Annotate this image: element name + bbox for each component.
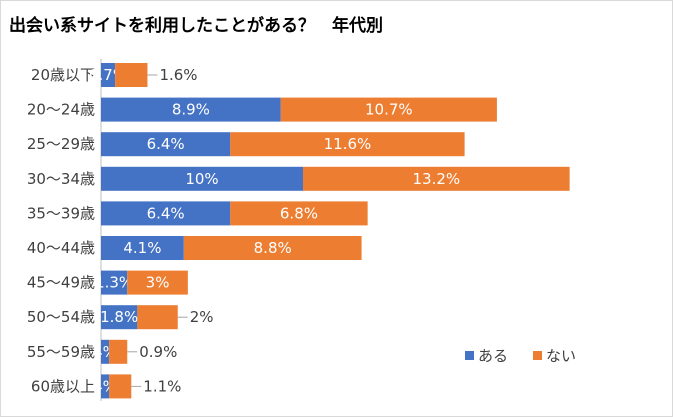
data-label: 6.8%	[280, 204, 318, 222]
category-label: 25〜29歳	[27, 135, 95, 153]
data-label: 4.1%	[123, 239, 161, 257]
data-label: 1.6%	[159, 66, 197, 84]
bar-aru	[101, 305, 138, 330]
bar-nai	[109, 339, 128, 364]
bar-aru	[101, 270, 128, 295]
category-label: 60歳以上	[31, 377, 95, 395]
legend-swatch	[465, 351, 474, 360]
data-label: 1.8%	[100, 308, 138, 326]
bar-aru	[101, 132, 231, 157]
category-label: 45〜49歳	[27, 274, 95, 292]
bar-nai	[303, 166, 570, 191]
chart-title: 出会い系サイトを利用したことがある？ 年代別	[9, 16, 383, 36]
bar-aru	[101, 97, 281, 122]
category-label: 30〜34歳	[27, 170, 95, 188]
category-label: 55〜59歳	[27, 343, 95, 361]
bar-nai	[109, 374, 132, 399]
data-label: 6.4%	[147, 135, 185, 153]
bar-aru	[101, 166, 303, 191]
data-label: 13.2%	[412, 170, 460, 188]
category-label: 20〜24歳	[27, 101, 95, 119]
data-label: 8.8%	[254, 239, 292, 257]
bar-nai	[137, 305, 178, 330]
category-label: 35〜39歳	[27, 204, 95, 222]
legend-label: ない	[546, 347, 576, 365]
bar-aru	[101, 201, 231, 226]
bar-nai	[280, 97, 497, 122]
bar-aru	[101, 374, 110, 399]
category-label: 20歳以下	[31, 66, 95, 84]
legend-swatch	[533, 351, 542, 360]
bar-nai	[230, 132, 465, 157]
bar-nai	[230, 201, 368, 226]
data-label: 2%	[190, 308, 214, 326]
data-label: 10%	[185, 170, 218, 188]
bar-nai	[127, 270, 188, 295]
data-label: 6.4%	[147, 204, 185, 222]
data-label: 1.3%	[95, 274, 133, 292]
data-label: 10.7%	[365, 101, 413, 119]
data-label: 11.6%	[324, 135, 372, 153]
data-label: 1.1%	[143, 377, 181, 395]
data-label: 0.9%	[139, 343, 177, 361]
bar-aru	[101, 236, 184, 260]
bar-aru	[101, 339, 110, 364]
data-label: 3%	[146, 274, 170, 292]
bar-nai	[115, 63, 148, 87]
category-label: 50〜54歳	[27, 308, 95, 326]
legend-label: ある	[478, 347, 508, 365]
bar-aru	[101, 63, 116, 87]
data-label: 8.9%	[172, 101, 210, 119]
bar-nai	[183, 236, 362, 260]
category-label: 40〜44歳	[27, 239, 95, 257]
